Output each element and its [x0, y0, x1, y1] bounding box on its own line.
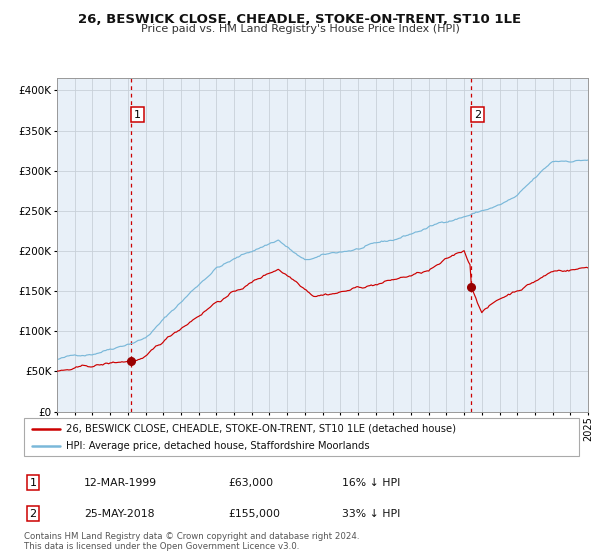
Text: £155,000: £155,000 — [228, 508, 280, 519]
Text: Price paid vs. HM Land Registry's House Price Index (HPI): Price paid vs. HM Land Registry's House … — [140, 24, 460, 34]
Text: HPI: Average price, detached house, Staffordshire Moorlands: HPI: Average price, detached house, Staf… — [65, 441, 369, 451]
Text: 12-MAR-1999: 12-MAR-1999 — [84, 478, 157, 488]
Text: 1: 1 — [29, 478, 37, 488]
Text: 26, BESWICK CLOSE, CHEADLE, STOKE-ON-TRENT, ST10 1LE: 26, BESWICK CLOSE, CHEADLE, STOKE-ON-TRE… — [79, 13, 521, 26]
Text: 16% ↓ HPI: 16% ↓ HPI — [342, 478, 400, 488]
Text: 33% ↓ HPI: 33% ↓ HPI — [342, 508, 400, 519]
Text: 25-MAY-2018: 25-MAY-2018 — [84, 508, 155, 519]
Text: 2: 2 — [29, 508, 37, 519]
Text: 1: 1 — [134, 110, 141, 119]
Text: This data is licensed under the Open Government Licence v3.0.: This data is licensed under the Open Gov… — [24, 542, 299, 551]
Text: £63,000: £63,000 — [228, 478, 273, 488]
FancyBboxPatch shape — [24, 418, 579, 456]
Text: Contains HM Land Registry data © Crown copyright and database right 2024.: Contains HM Land Registry data © Crown c… — [24, 532, 359, 541]
Text: 26, BESWICK CLOSE, CHEADLE, STOKE-ON-TRENT, ST10 1LE (detached house): 26, BESWICK CLOSE, CHEADLE, STOKE-ON-TRE… — [65, 423, 455, 433]
Text: 2: 2 — [473, 110, 481, 119]
